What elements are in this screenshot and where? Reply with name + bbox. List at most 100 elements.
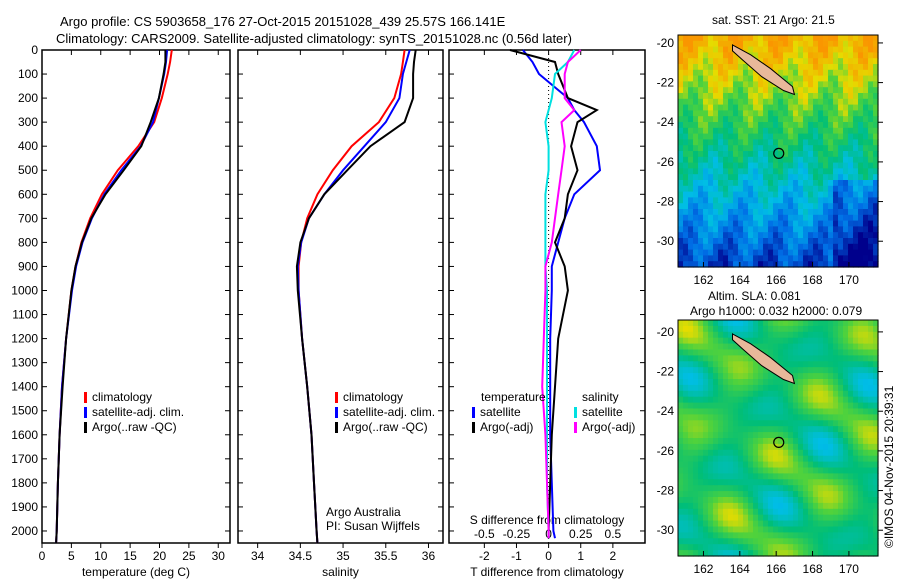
map-cell xyxy=(703,255,709,262)
map-cell xyxy=(723,220,729,227)
map-cell xyxy=(768,226,774,233)
map-cell xyxy=(838,122,844,129)
map-cell xyxy=(733,122,739,129)
map-cell xyxy=(863,526,869,533)
map-cell xyxy=(803,508,809,516)
map-cell xyxy=(703,514,709,522)
map-cell xyxy=(863,87,869,94)
map-cell xyxy=(868,414,874,421)
map-cell xyxy=(828,497,834,504)
map-cell xyxy=(848,337,854,345)
map-cell xyxy=(808,408,814,415)
map-cell xyxy=(728,355,734,362)
map-cell xyxy=(728,408,734,415)
map-cell xyxy=(703,58,709,65)
map-cell xyxy=(863,174,869,181)
map-cell xyxy=(818,479,824,486)
map-cell xyxy=(723,343,729,351)
map-cell xyxy=(848,331,854,339)
map-cell xyxy=(713,127,719,135)
map-cell xyxy=(733,197,739,204)
map-cell xyxy=(848,75,854,82)
map-cell xyxy=(828,473,834,480)
map-cell xyxy=(723,396,729,404)
map-cell xyxy=(733,479,739,486)
map-cell xyxy=(803,479,809,486)
map-cell xyxy=(733,414,739,421)
map-cell xyxy=(853,497,859,504)
map-cell xyxy=(808,238,814,245)
map-cell xyxy=(808,40,814,48)
map-cell xyxy=(773,467,779,474)
map-cell xyxy=(798,98,804,106)
map-cell xyxy=(688,526,694,533)
map-cell xyxy=(693,420,699,427)
map-cell xyxy=(843,449,849,457)
map-cell xyxy=(718,145,724,152)
map-cell xyxy=(703,209,709,216)
map-cell xyxy=(753,520,759,528)
map-cell xyxy=(778,544,784,551)
map-cell xyxy=(833,331,839,339)
map-cell xyxy=(678,104,684,111)
map-cell xyxy=(783,58,789,65)
map-cell xyxy=(793,40,799,48)
map-cell xyxy=(793,35,799,42)
map-cell xyxy=(698,420,704,427)
map-cell xyxy=(753,384,759,392)
map-cell xyxy=(703,145,709,152)
map-cell xyxy=(738,261,744,268)
depth-tick-label: 1900 xyxy=(11,500,38,514)
map-cell xyxy=(858,133,864,140)
map-cell xyxy=(823,209,829,216)
map-cell xyxy=(778,550,784,557)
map-cell xyxy=(833,449,839,457)
map-cell xyxy=(778,390,784,398)
map-cell xyxy=(863,58,869,65)
map-cell xyxy=(843,420,849,427)
map-cell xyxy=(713,402,719,410)
map-cell xyxy=(803,139,809,146)
map-cell xyxy=(753,426,759,433)
map-cell xyxy=(848,214,854,222)
map-cell xyxy=(723,214,729,222)
map-cell xyxy=(823,367,829,374)
map-cell xyxy=(758,396,764,404)
map-cell xyxy=(703,443,709,451)
map-cell xyxy=(693,379,699,386)
map-cell xyxy=(698,156,704,164)
map-cell xyxy=(833,485,839,492)
map-cell xyxy=(798,443,804,451)
map-cell xyxy=(823,255,829,262)
map-cell xyxy=(873,461,879,469)
map-cell xyxy=(868,145,874,152)
map-cell xyxy=(693,491,699,498)
map-cell xyxy=(713,331,719,339)
map-cell xyxy=(858,98,864,106)
map-cell xyxy=(853,69,859,77)
map-cell xyxy=(748,191,754,198)
map-cell xyxy=(743,168,749,175)
map-cell xyxy=(763,379,769,386)
map-cell xyxy=(793,449,799,457)
map-cell xyxy=(793,538,799,545)
map-cell xyxy=(803,238,809,245)
map-cell xyxy=(793,325,799,333)
map-cell xyxy=(763,249,769,256)
map-cell xyxy=(873,127,879,135)
map-cell xyxy=(873,349,879,356)
map-cell xyxy=(683,479,689,486)
map-cell xyxy=(818,432,824,439)
map-cell xyxy=(693,104,699,111)
depth-tick-label: 300 xyxy=(18,115,38,129)
panel-annotation: PI: Susan Wijffels xyxy=(326,519,420,533)
map-cell xyxy=(808,162,814,169)
map-cell xyxy=(828,361,834,368)
map-cell xyxy=(728,449,734,457)
map-cell xyxy=(693,122,699,129)
map-cell xyxy=(833,238,839,245)
map-cell xyxy=(798,502,804,510)
map-cell xyxy=(708,361,714,368)
map-cell xyxy=(778,526,784,533)
map-cell xyxy=(773,220,779,227)
